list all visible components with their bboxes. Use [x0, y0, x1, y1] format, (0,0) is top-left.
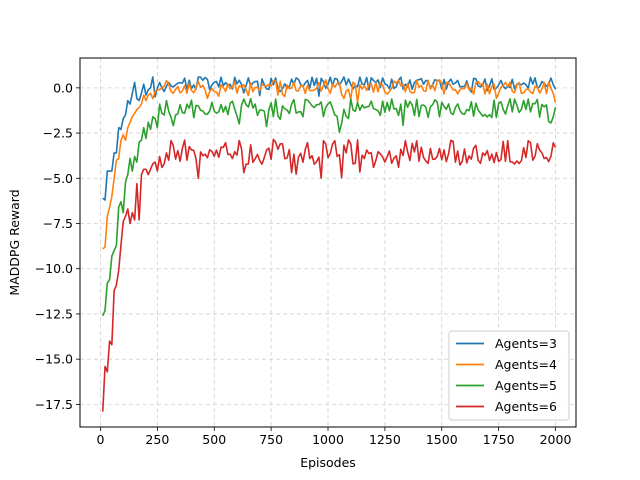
series-line-3: [102, 76, 557, 201]
x-tick-label: 0: [97, 432, 105, 447]
y-axis-label: MADDPG Reward: [7, 189, 22, 295]
y-tick-label: −12.5: [35, 306, 73, 321]
series-line-4: [102, 79, 557, 250]
y-tick-label: 0.0: [53, 80, 73, 95]
y-tick-label: −17.5: [35, 397, 73, 412]
y-tick-label: −7.5: [43, 216, 73, 231]
y-tick-label: −2.5: [43, 126, 73, 141]
x-tick-label: 1500: [426, 432, 458, 447]
y-tick-label: −5.0: [43, 171, 73, 186]
x-axis-ticks: 0 250 500 750 1000 1250 1500 1750 2000: [97, 427, 572, 447]
legend-box: [448, 330, 570, 421]
x-tick-label: 1750: [483, 432, 515, 447]
x-tick-label: 1250: [369, 432, 401, 447]
legend: Agents=3 Agents=4 Agents=5 Agents=6: [448, 330, 570, 421]
y-tick-label: −15.0: [35, 352, 73, 367]
series-line-5: [102, 97, 557, 317]
y-axis-ticks: 0.0 −2.5 −5.0 −7.5 −10.0 −12.5 −15.0 −17.5: [35, 80, 80, 412]
x-axis-label: Episodes: [300, 455, 356, 470]
x-tick-label: 2000: [540, 432, 572, 447]
y-tick-label: −10.0: [35, 261, 73, 276]
legend-label: Agents=3: [495, 336, 557, 351]
legend-items: Agents=3 Agents=4 Agents=5 Agents=6: [456, 336, 557, 414]
x-tick-label: 500: [202, 432, 226, 447]
series-lines: [101, 76, 557, 412]
x-tick-label: 1000: [312, 432, 344, 447]
legend-label: Agents=6: [495, 399, 557, 414]
x-tick-label: 250: [145, 432, 169, 447]
legend-label: Agents=4: [495, 357, 557, 372]
x-tick-label: 750: [259, 432, 283, 447]
series-line-6: [101, 138, 557, 412]
legend-label: Agents=5: [495, 378, 557, 393]
